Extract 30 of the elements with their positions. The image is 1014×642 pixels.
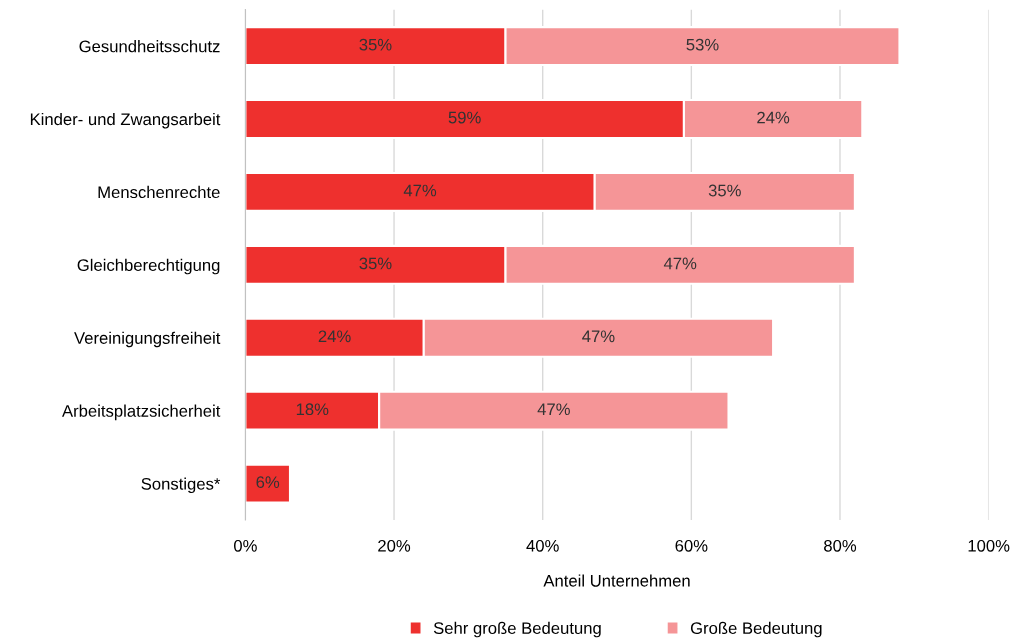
x-tick-label: 0% [233, 539, 257, 552]
y-tick-label: Menschenrechte [98, 185, 220, 199]
x-axis-title: Anteil Unternehmen [543, 574, 690, 587]
bar [245, 463, 292, 504]
y-tick-label: Gleichberechtigung [77, 258, 220, 275]
data-label: 47% [582, 330, 615, 343]
y-tick-label: Sonstiges* [141, 477, 221, 494]
data-label: 35% [708, 184, 741, 197]
x-tick-label: 60% [675, 539, 708, 552]
data-label: 47% [403, 184, 437, 197]
data-label: 24% [318, 330, 351, 343]
x-tick-label: 40% [526, 539, 559, 552]
x-tick-label: 100% [968, 539, 1010, 552]
data-label: 24% [757, 111, 790, 124]
x-tick-label: 20% [378, 539, 411, 552]
data-label: 35% [359, 38, 392, 51]
x-tick-label: 80% [824, 539, 857, 552]
y-tick-label: Arbeitsplatzsicherheit [62, 404, 221, 421]
data-label: 47% [663, 257, 697, 270]
legend-label: Sehr große Bedeutung [433, 621, 601, 638]
y-tick-label: Kinder- und Zwangsarbeit [30, 112, 221, 129]
data-label: 59% [448, 111, 481, 124]
y-tick-label: Vereinigungsfreiheit [74, 331, 221, 348]
data-label: 6% [256, 476, 280, 489]
data-label: 47% [537, 403, 570, 416]
legend-label: Große Bedeutung [690, 621, 822, 638]
data-label: 53% [686, 38, 719, 51]
data-label: 18% [296, 403, 329, 416]
data-label: 35% [359, 257, 392, 270]
y-tick-label: Gesundheitsschutz [79, 40, 220, 53]
